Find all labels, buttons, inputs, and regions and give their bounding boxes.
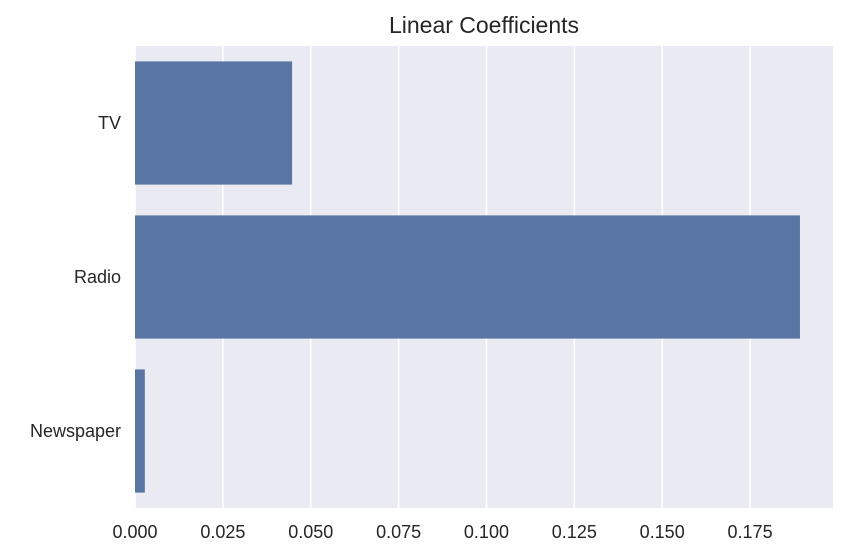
bar-tv <box>135 61 293 185</box>
bar-newspaper <box>135 369 145 493</box>
x-tick-label: 0.175 <box>728 522 773 542</box>
y-category-label: Newspaper <box>30 421 121 441</box>
x-tick-label: 0.000 <box>112 522 157 542</box>
x-tick-label: 0.050 <box>288 522 333 542</box>
x-tick-label: 0.100 <box>464 522 509 542</box>
x-tick-label: 0.125 <box>552 522 597 542</box>
bars <box>135 61 800 493</box>
y-category-label: Radio <box>74 267 121 287</box>
bar-radio <box>135 215 800 339</box>
y-category-label: TV <box>98 113 121 133</box>
x-axis-ticks: 0.000 0.025 0.050 0.075 0.100 0.125 0.150 0.175 <box>112 522 772 542</box>
x-tick-label: 0.150 <box>640 522 685 542</box>
y-axis-categories: TV Radio Newspaper <box>30 113 121 441</box>
x-tick-label: 0.025 <box>200 522 245 542</box>
chart-title: Linear Coefficients <box>389 12 579 38</box>
x-tick-label: 0.075 <box>376 522 421 542</box>
